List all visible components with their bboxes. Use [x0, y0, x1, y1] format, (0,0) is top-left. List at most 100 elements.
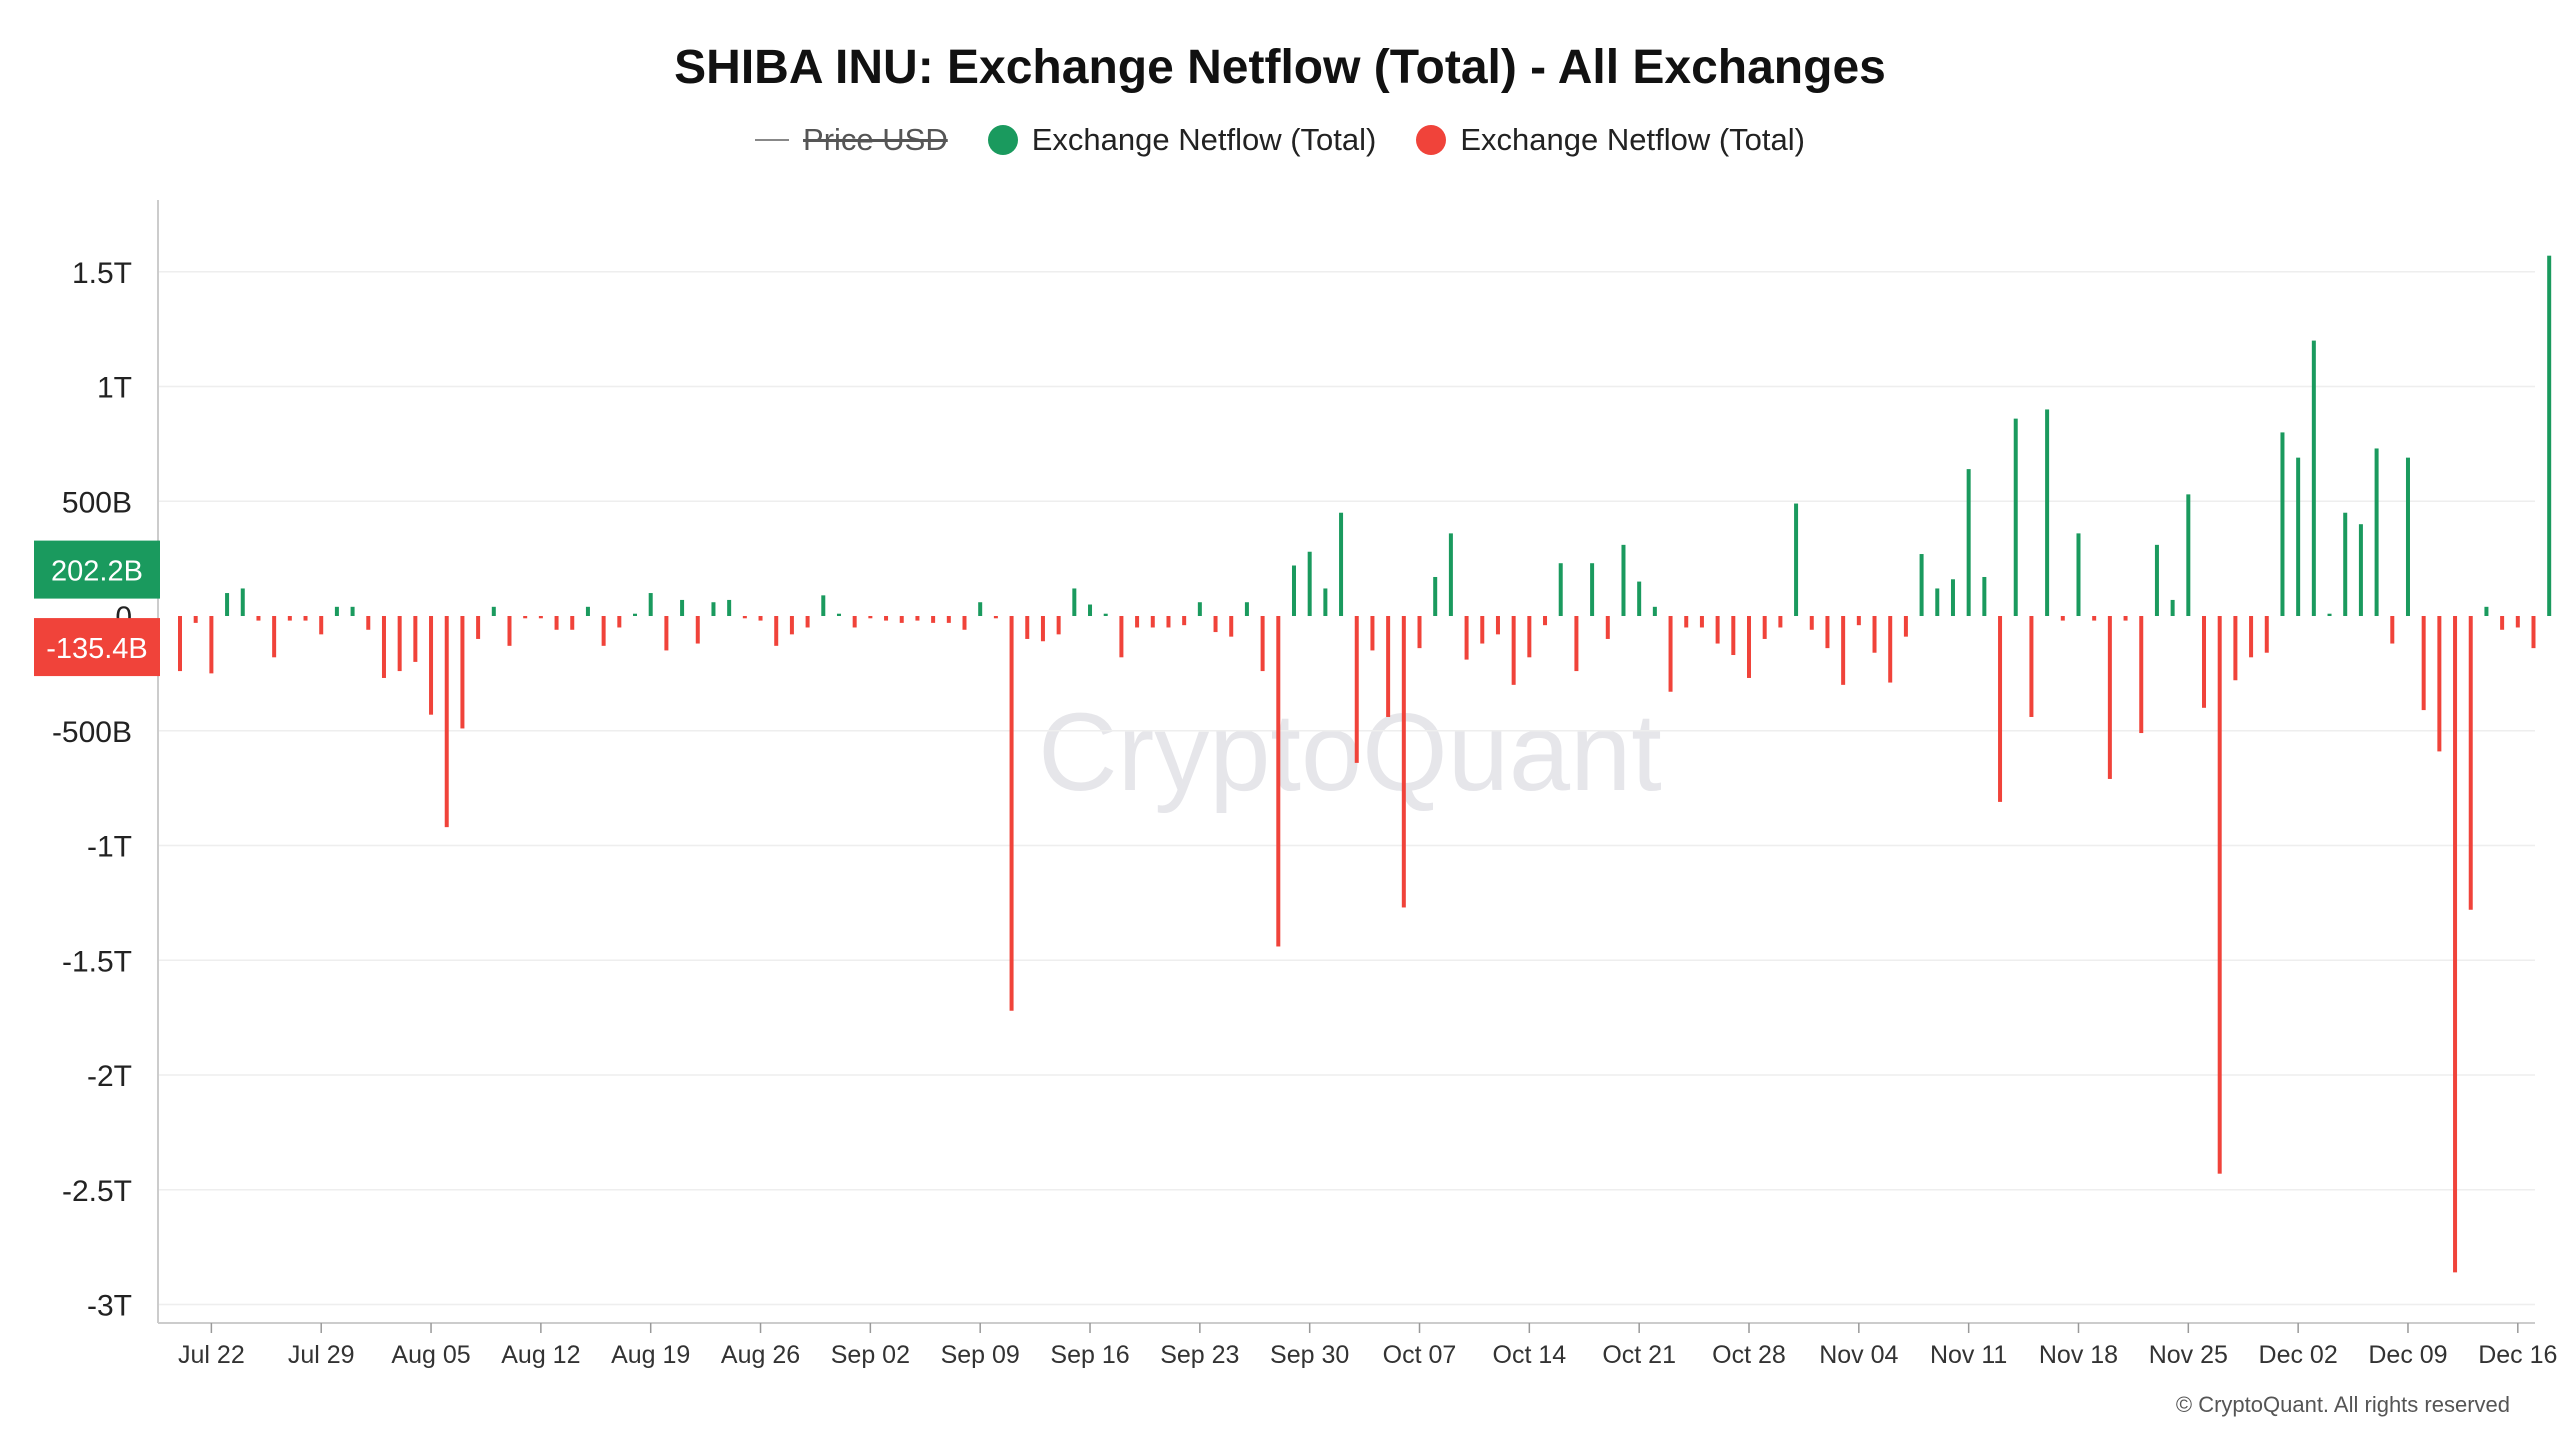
- bar-negative[interactable]: [1527, 616, 1532, 658]
- bar-positive[interactable]: [1197, 602, 1202, 616]
- bar-positive[interactable]: [2327, 613, 2332, 616]
- bar-negative[interactable]: [209, 616, 214, 674]
- bar-negative[interactable]: [1543, 616, 1548, 626]
- bar-negative[interactable]: [1386, 616, 1391, 717]
- bar-positive[interactable]: [2154, 544, 2159, 616]
- bar-negative[interactable]: [2029, 616, 2034, 717]
- bar-negative[interactable]: [2437, 616, 2442, 752]
- bar-negative[interactable]: [868, 616, 873, 619]
- bar-negative[interactable]: [1684, 616, 1689, 628]
- bar-negative[interactable]: [272, 616, 277, 658]
- bar-negative[interactable]: [1370, 616, 1375, 651]
- bar-positive[interactable]: [1072, 588, 1077, 616]
- bar-negative[interactable]: [1040, 616, 1045, 642]
- bar-positive[interactable]: [1323, 588, 1328, 616]
- bar-negative[interactable]: [915, 616, 920, 621]
- bar-negative[interactable]: [1903, 616, 1908, 637]
- bar-negative[interactable]: [2453, 616, 2458, 1273]
- bar-negative[interactable]: [1778, 616, 1783, 628]
- bar-negative[interactable]: [1480, 616, 1485, 644]
- bar-negative[interactable]: [2139, 616, 2144, 734]
- bar-negative[interactable]: [695, 616, 700, 644]
- bar-positive[interactable]: [711, 602, 716, 616]
- bar-negative[interactable]: [570, 616, 575, 630]
- bar-negative[interactable]: [2217, 616, 2222, 1174]
- bar-negative[interactable]: [2515, 616, 2520, 628]
- bar-negative[interactable]: [852, 616, 857, 628]
- bar-positive[interactable]: [2311, 340, 2316, 616]
- bar-negative[interactable]: [1841, 616, 1846, 685]
- bar-negative[interactable]: [1605, 616, 1610, 639]
- bar-positive[interactable]: [1966, 469, 1971, 616]
- bar-negative[interactable]: [319, 616, 324, 635]
- bar-negative[interactable]: [1276, 616, 1281, 947]
- bar-positive[interactable]: [1103, 613, 1108, 616]
- bar-negative[interactable]: [2468, 616, 2473, 910]
- bar-positive[interactable]: [334, 606, 339, 616]
- bar-negative[interactable]: [1872, 616, 1877, 653]
- bar-negative[interactable]: [899, 616, 904, 623]
- bar-negative[interactable]: [2202, 616, 2207, 708]
- bar-positive[interactable]: [2296, 457, 2301, 616]
- bar-negative[interactable]: [1856, 616, 1861, 626]
- bar-positive[interactable]: [821, 595, 826, 616]
- bar-negative[interactable]: [1715, 616, 1720, 644]
- bar-negative[interactable]: [1166, 616, 1171, 628]
- bar-negative[interactable]: [1464, 616, 1469, 660]
- bar-negative[interactable]: [601, 616, 606, 646]
- legend-item-price[interactable]: Price USD: [755, 122, 948, 158]
- bar-negative[interactable]: [2249, 616, 2254, 658]
- bar-positive[interactable]: [1935, 588, 1940, 616]
- bar-negative[interactable]: [397, 616, 402, 672]
- bar-positive[interactable]: [633, 613, 638, 616]
- bar-negative[interactable]: [2060, 616, 2065, 621]
- legend-item-netflow-positive[interactable]: Exchange Netflow (Total): [987, 122, 1376, 158]
- bar-negative[interactable]: [2233, 616, 2238, 681]
- bar-positive[interactable]: [1794, 503, 1799, 616]
- bar-positive[interactable]: [2186, 494, 2191, 616]
- bar-positive[interactable]: [225, 593, 230, 616]
- bar-positive[interactable]: [1652, 606, 1657, 616]
- bar-negative[interactable]: [1009, 616, 1014, 1011]
- bar-negative[interactable]: [789, 616, 794, 635]
- bar-negative[interactable]: [523, 616, 528, 619]
- bar-negative[interactable]: [476, 616, 481, 639]
- bar-negative[interactable]: [931, 616, 936, 623]
- bar-negative[interactable]: [1809, 616, 1814, 630]
- bar-positive[interactable]: [1307, 551, 1312, 616]
- bar-negative[interactable]: [554, 616, 559, 630]
- bar-negative[interactable]: [805, 616, 810, 628]
- bar-positive[interactable]: [1590, 563, 1595, 616]
- bar-negative[interactable]: [287, 616, 292, 621]
- bar-negative[interactable]: [1998, 616, 2003, 802]
- bar-negative[interactable]: [1260, 616, 1265, 672]
- bar-negative[interactable]: [1888, 616, 1893, 683]
- bar-negative[interactable]: [2531, 616, 2536, 649]
- bar-positive[interactable]: [2076, 533, 2081, 616]
- bar-positive[interactable]: [978, 602, 983, 616]
- bar-negative[interactable]: [413, 616, 418, 662]
- bar-negative[interactable]: [742, 616, 747, 619]
- bar-negative[interactable]: [1511, 616, 1516, 685]
- bar-positive[interactable]: [1244, 602, 1249, 616]
- bar-negative[interactable]: [460, 616, 465, 729]
- bar-negative[interactable]: [2421, 616, 2426, 711]
- bar-negative[interactable]: [381, 616, 386, 678]
- bar-positive[interactable]: [240, 588, 245, 616]
- bar-positive[interactable]: [1558, 563, 1563, 616]
- bar-negative[interactable]: [2123, 616, 2128, 621]
- bar-negative[interactable]: [303, 616, 308, 621]
- bar-negative[interactable]: [1213, 616, 1218, 633]
- bar-positive[interactable]: [1339, 512, 1344, 616]
- bar-negative[interactable]: [1747, 616, 1751, 678]
- bar-positive[interactable]: [491, 606, 496, 616]
- bar-negative[interactable]: [193, 616, 198, 623]
- bar-negative[interactable]: [1495, 616, 1500, 635]
- bar-positive[interactable]: [727, 599, 732, 616]
- bar-positive[interactable]: [1621, 544, 1626, 616]
- bar-positive[interactable]: [350, 606, 355, 616]
- bar-negative[interactable]: [1574, 616, 1579, 672]
- bar-positive[interactable]: [1637, 581, 1642, 616]
- bar-positive[interactable]: [2405, 457, 2410, 616]
- bar-positive[interactable]: [2374, 448, 2379, 616]
